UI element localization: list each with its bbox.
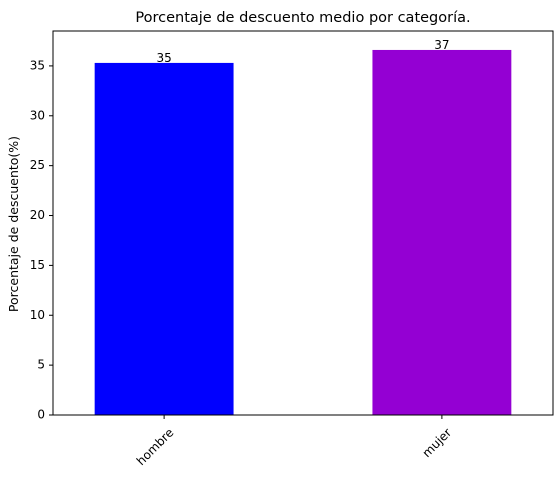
y-tick-label: 30: [30, 108, 45, 122]
y-tick-label: 15: [30, 258, 45, 272]
bar-mujer: [372, 49, 512, 415]
y-axis-label: Porcentaje de descuento(%): [6, 136, 21, 312]
x-tick-label: mujer: [420, 425, 455, 460]
chart-title: Porcentaje de descuento medio por catego…: [135, 10, 470, 26]
y-axis-ticks: 0 5 10 15 20 25 30 35: [30, 58, 53, 422]
data-label-hombre: 35: [156, 51, 171, 65]
data-label-mujer: 37: [434, 38, 449, 52]
y-tick-label: 25: [30, 158, 45, 172]
y-tick-label: 10: [30, 308, 45, 322]
plot-frame: [52, 30, 554, 416]
x-tick-label: hombre: [134, 425, 177, 468]
y-tick-label: 5: [37, 358, 45, 372]
y-tick-label: 20: [30, 208, 45, 222]
data-labels-layer: 35 37: [156, 38, 449, 65]
bar-hombre: [94, 62, 234, 416]
y-tick-label: 35: [30, 58, 45, 72]
x-axis-ticks: hombre mujer: [134, 415, 454, 468]
y-tick-label: 0: [37, 408, 45, 422]
bars-layer: [94, 49, 512, 416]
